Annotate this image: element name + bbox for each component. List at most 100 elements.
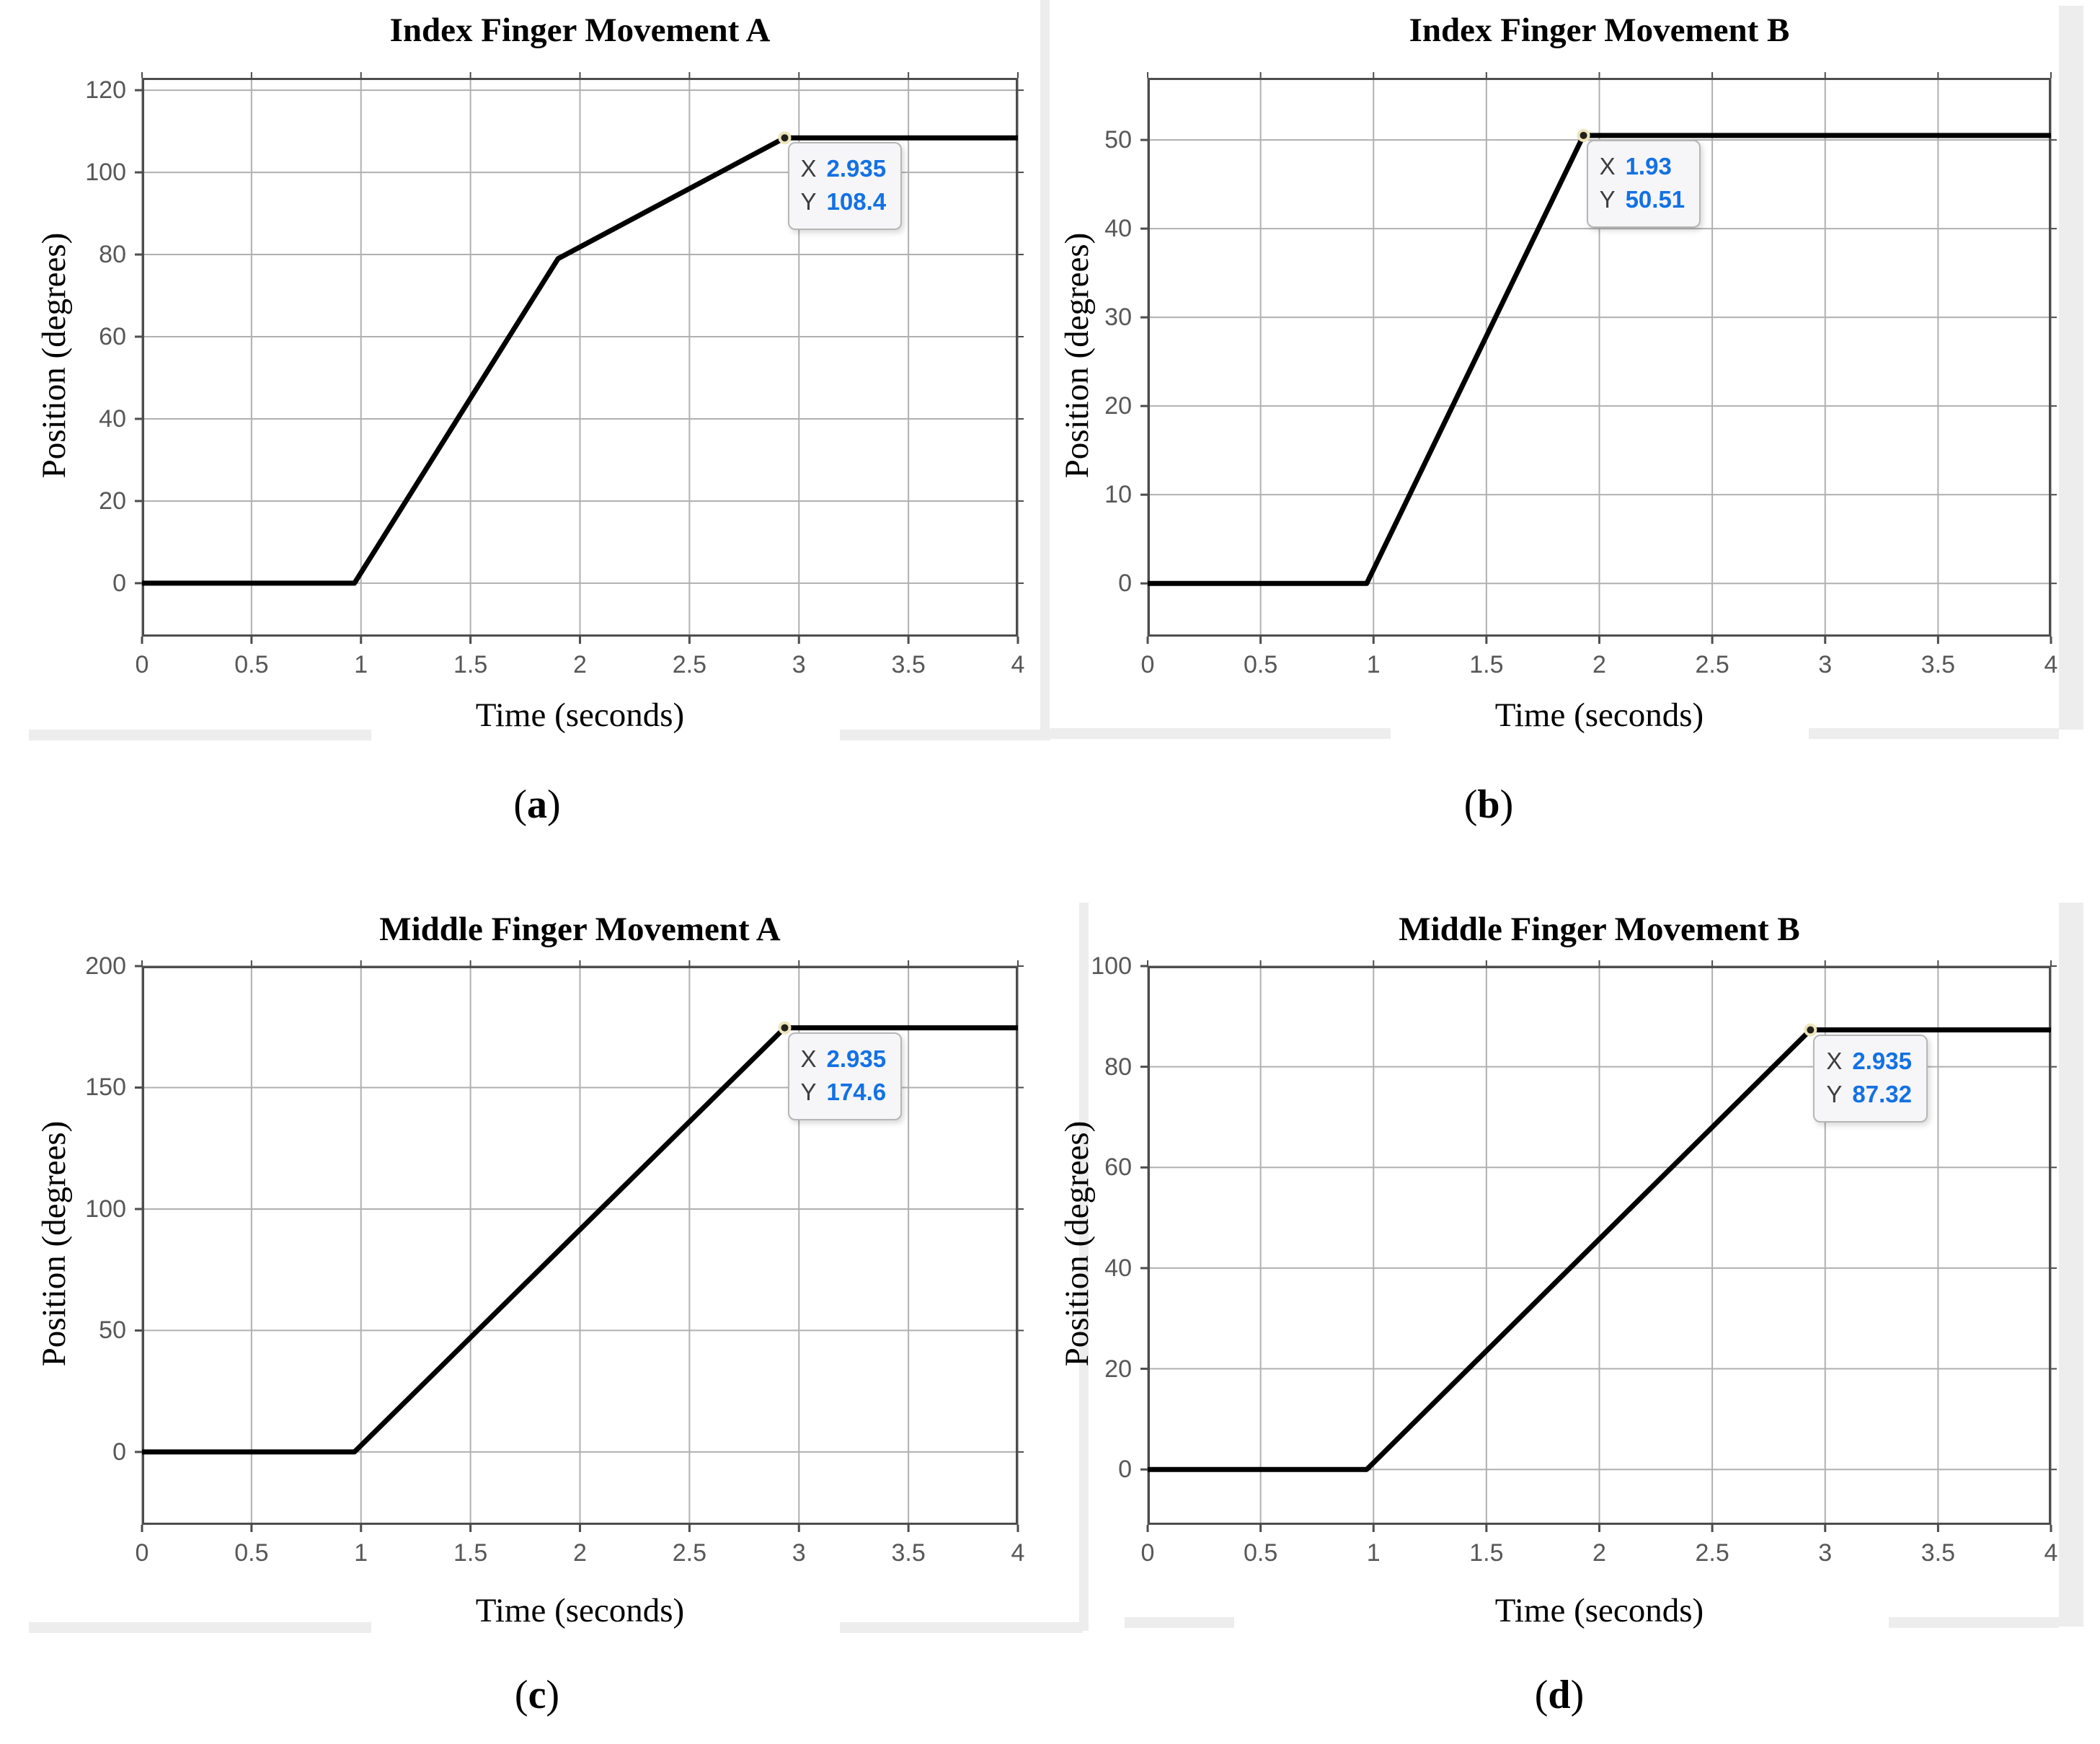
caption-paren-close: ) — [547, 782, 561, 827]
caption-paren-close: ) — [1499, 782, 1514, 827]
x-tick-label: 0.5 — [1243, 1539, 1278, 1567]
y-tick-label: 0 — [112, 569, 126, 597]
y-tick-label: 0 — [1118, 570, 1132, 598]
x-tick-label: 1 — [1366, 651, 1381, 678]
y-tick-label: 50 — [99, 1316, 126, 1345]
datatip-x-row: X 2.935 — [1826, 1045, 1912, 1078]
caption-letter: b — [1477, 782, 1500, 827]
datatip-y-value: 174.6 — [826, 1078, 887, 1105]
x-tick-label: 2 — [1592, 651, 1606, 678]
subfigure-caption: (a) — [393, 782, 681, 828]
datatip-y-key: Y — [800, 188, 817, 216]
x-tick-label: 2.5 — [672, 651, 706, 678]
figure-background-band — [840, 730, 1050, 740]
datatip-x-key: X — [1599, 152, 1616, 180]
datatip-x-value: 2.935 — [1852, 1047, 1912, 1074]
datatip-y-key: Y — [1599, 185, 1616, 213]
caption-letter: a — [527, 782, 547, 827]
x-tick-label: 4 — [2044, 651, 2058, 678]
x-tick-label: 0 — [135, 1539, 149, 1567]
caption-letter: d — [1548, 1673, 1571, 1717]
subfigure-caption: (d) — [1415, 1672, 1704, 1718]
figure-background-band — [29, 1622, 422, 1633]
line-chart — [1140, 72, 2057, 644]
plot-box — [142, 78, 1018, 637]
caption-paren-open: ( — [1463, 782, 1478, 827]
y-tick-label: 30 — [1104, 304, 1132, 332]
x-axis-label: Time (seconds) — [1390, 1591, 1809, 1637]
plot-title: Middle Finger Movement B — [1399, 911, 1800, 948]
position-curve — [142, 1025, 1018, 1455]
y-tick-label: 60 — [99, 323, 126, 350]
x-tick-label: 2.5 — [1695, 1539, 1729, 1567]
y-tick-label: 20 — [99, 487, 126, 515]
x-tick-label: 2 — [573, 651, 587, 678]
line-chart — [135, 72, 1024, 644]
y-tick-label: 40 — [99, 404, 126, 433]
datatip-y-row: Y 50.51 — [1600, 183, 1685, 216]
datatip-x-row: X 2.935 — [801, 152, 887, 185]
figure-background-band — [1125, 1617, 1234, 1628]
y-tick-label: 120 — [85, 76, 126, 105]
x-tick-label: 3 — [1818, 651, 1833, 678]
figure-background-band — [1050, 728, 1396, 739]
x-tick-label: 2.5 — [672, 1539, 706, 1567]
figure-background-band — [1079, 903, 1089, 1631]
x-tick-label: 2.5 — [1695, 651, 1729, 678]
y-axis-label: Position (degrees) — [35, 232, 73, 478]
figure-background-band — [2059, 903, 2083, 1626]
x-tick-label: 3.5 — [891, 1539, 926, 1567]
x-tick-label: 4 — [2044, 1539, 2058, 1567]
plot-box — [1148, 966, 2051, 1525]
datatip-x-key: X — [1826, 1047, 1843, 1074]
x-tick-label: 3 — [792, 651, 806, 678]
datatip-y-row: Y 87.32 — [1826, 1078, 1912, 1111]
datatip-x-key: X — [800, 155, 817, 182]
x-tick-label: 2 — [1592, 1539, 1606, 1567]
y-tick-label: 40 — [1104, 215, 1132, 243]
datatip: X 2.935 Y 174.6 — [787, 1032, 903, 1120]
x-tick-label: 0 — [1140, 651, 1155, 678]
x-tick-label: 3 — [1818, 1539, 1833, 1567]
x-tick-label: 1.5 — [1469, 651, 1504, 678]
datatip-y-value: 87.32 — [1852, 1080, 1912, 1107]
y-axis-label: Position (degrees) — [1058, 1120, 1096, 1366]
plot-box — [1148, 78, 2051, 637]
line-chart — [1140, 960, 2057, 1532]
x-tick-label: 1.5 — [453, 1539, 488, 1567]
position-curve — [1148, 1027, 2051, 1472]
figure-background-band — [1802, 728, 2059, 739]
datatip: X 2.935 Y 87.32 — [1813, 1034, 1928, 1123]
datatip-x-key: X — [800, 1045, 817, 1072]
datatip-x-value: 2.935 — [826, 1045, 887, 1072]
datatip-y-key: Y — [1826, 1080, 1843, 1107]
y-tick-label: 10 — [1104, 481, 1132, 509]
caption-paren-open: ( — [1534, 1673, 1549, 1717]
figure-background-band — [840, 1622, 1083, 1633]
y-tick-label: 50 — [1104, 126, 1132, 154]
datatip-marker — [778, 1021, 792, 1035]
datatip-x-value: 1.93 — [1625, 152, 1672, 180]
x-tick-label: 0 — [135, 651, 149, 678]
subfigure-caption: (c) — [393, 1672, 681, 1718]
caption-paren-open: ( — [513, 782, 527, 827]
datatip-x-row: X 1.93 — [1600, 150, 1685, 183]
x-tick-label: 0.5 — [234, 1539, 269, 1567]
caption-paren-close: ) — [546, 1673, 560, 1717]
x-tick-label: 1 — [354, 1539, 368, 1567]
x-tick-label: 3.5 — [1920, 1539, 1955, 1567]
plot-title: Index Finger Movement B — [1409, 12, 1790, 49]
x-tick-label: 3.5 — [891, 651, 926, 678]
x-tick-label: 4 — [1011, 1539, 1025, 1567]
subfigure-caption: (b) — [1344, 782, 1633, 828]
position-curve — [1148, 133, 2051, 586]
figure-background-band — [2059, 6, 2083, 730]
x-tick-label: 1.5 — [453, 651, 488, 678]
figure-background-band — [1889, 1617, 2059, 1628]
x-tick-label: 0.5 — [1243, 651, 1278, 678]
